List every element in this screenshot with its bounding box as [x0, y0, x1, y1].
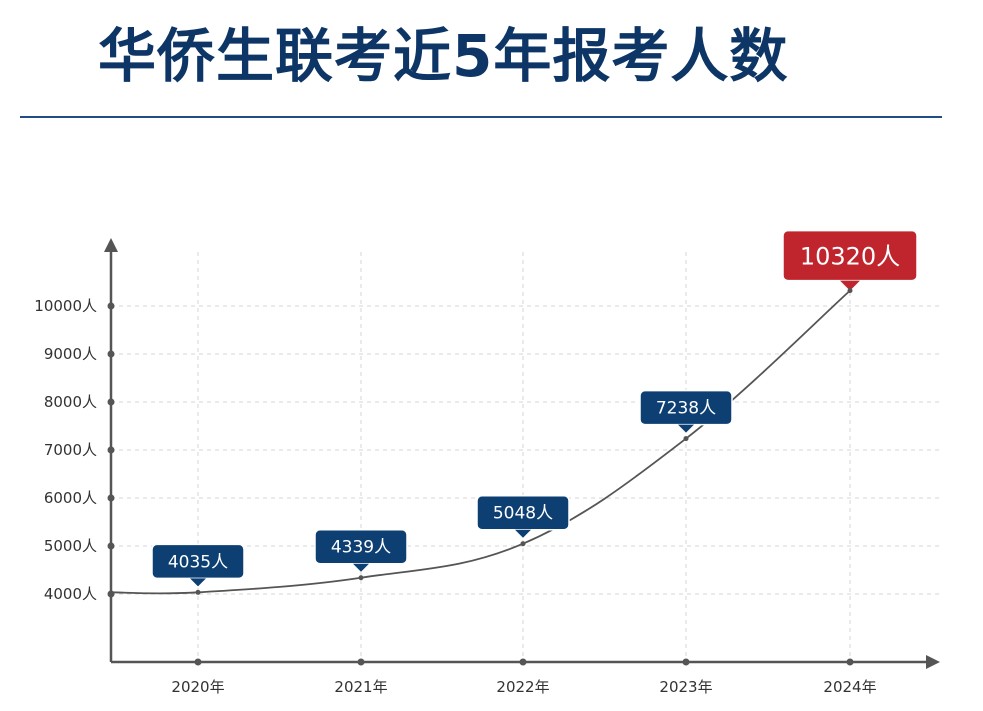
x-tick-label: 2020年: [171, 678, 224, 696]
y-tick-label: 7000人: [44, 441, 97, 459]
data-label-text: 5048人: [493, 504, 553, 524]
x-tick-dot: [846, 658, 854, 666]
y-tick-dot: [107, 302, 115, 310]
data-label-pointer: [515, 529, 531, 538]
data-point: [358, 575, 364, 581]
title-divider: [20, 116, 942, 118]
x-tick-label: 2023年: [659, 678, 712, 696]
data-label-text: 7238人: [656, 399, 716, 419]
data-label-2: 5048人: [476, 494, 570, 547]
y-tick-dot: [107, 398, 115, 406]
y-axis-arrow: [104, 238, 118, 252]
x-tick-dot: [194, 658, 202, 666]
data-point: [195, 589, 201, 595]
y-tick-label: 8000人: [44, 393, 97, 411]
x-tick-label: 2024年: [823, 678, 876, 696]
x-tick-dot: [682, 658, 690, 666]
data-label-pointer: [678, 424, 694, 433]
y-tick-dot: [107, 350, 115, 358]
y-tick-dot: [107, 542, 115, 550]
x-tick-label: 2022年: [496, 678, 549, 696]
y-tick-label: 6000人: [44, 489, 97, 507]
chart-title: 华侨生联考近5年报考人数: [98, 22, 789, 90]
data-label-1: 4339人: [314, 528, 408, 581]
data-label-3: 7238人: [639, 389, 733, 442]
data-label-text: 4035人: [168, 552, 228, 572]
y-tick-dot: [107, 446, 115, 454]
y-tick-label: 4000人: [44, 585, 97, 603]
data-point: [847, 288, 853, 294]
data-point: [683, 436, 689, 442]
data-label-pointer: [840, 280, 860, 291]
x-tick-label: 2021年: [334, 678, 387, 696]
x-tick-dot: [519, 658, 527, 666]
data-label-text: 4339人: [331, 538, 391, 558]
y-tick-dot: [107, 494, 115, 502]
x-tick-dot: [357, 658, 365, 666]
data-label-pointer: [190, 578, 206, 587]
y-tick-label: 9000人: [44, 345, 97, 363]
data-label-text: 10320人: [800, 243, 900, 271]
x-axis-arrow: [926, 655, 940, 669]
data-label-4: 10320人: [782, 229, 918, 294]
data-point: [520, 541, 526, 547]
data-label-0: 4035人: [151, 543, 245, 595]
y-tick-label: 5000人: [44, 537, 97, 555]
data-label-pointer: [353, 563, 369, 572]
y-tick-label: 10000人: [34, 297, 97, 315]
